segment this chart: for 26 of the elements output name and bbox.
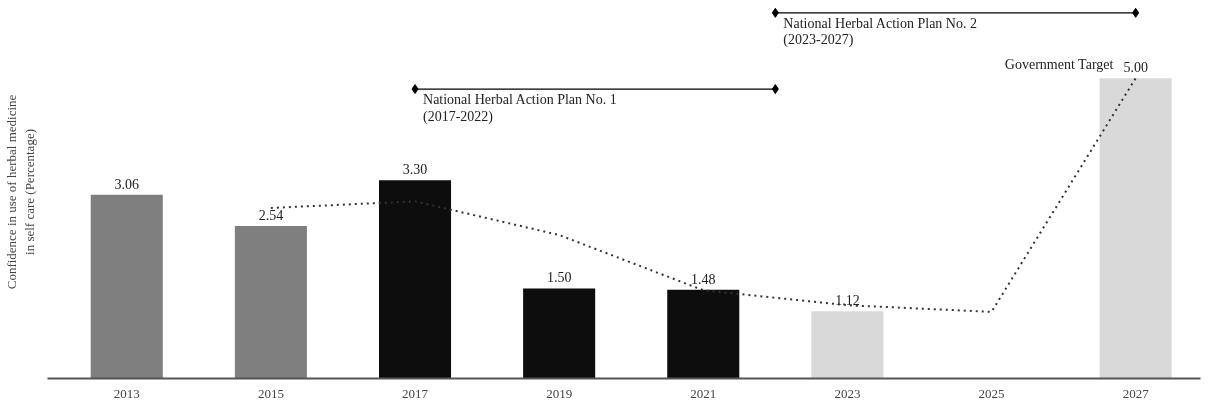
- x-tick-label: 2027: [1122, 385, 1150, 401]
- x-tick-label: 2013: [113, 385, 140, 401]
- bar: [523, 288, 596, 379]
- bar: [234, 225, 307, 379]
- x-tick-label: 2023: [834, 385, 861, 401]
- annotation: National Herbal Action Plan No. 2 (2023-2027): [783, 15, 977, 49]
- data-label: 5.00: [1123, 60, 1148, 76]
- data-label: 1.12: [835, 293, 860, 309]
- bar: [1099, 78, 1172, 379]
- bar: [667, 289, 740, 379]
- data-label: 3.30: [402, 162, 428, 178]
- data-label: 1.48: [691, 271, 716, 287]
- annotation: Government Target: [1004, 57, 1114, 73]
- x-tick-label: 2019: [546, 385, 573, 401]
- x-tick-label: 2017: [402, 385, 429, 401]
- data-label: 2.54: [258, 207, 284, 223]
- x-tick-label: 2021: [690, 385, 717, 401]
- y-axis-title: Confidence in use of herbal medicine in self care (Percentage): [3, 94, 37, 290]
- data-label: 3.06: [114, 176, 140, 192]
- annotation: National Herbal Action Plan No. 1 (2017-2022): [423, 92, 617, 125]
- bar: [90, 194, 163, 379]
- bar: [378, 180, 452, 379]
- bar: [811, 311, 884, 379]
- x-tick-label: 2015: [257, 385, 284, 401]
- data-label: 1.50: [546, 270, 572, 286]
- x-tick-label: 2025: [978, 385, 1005, 401]
